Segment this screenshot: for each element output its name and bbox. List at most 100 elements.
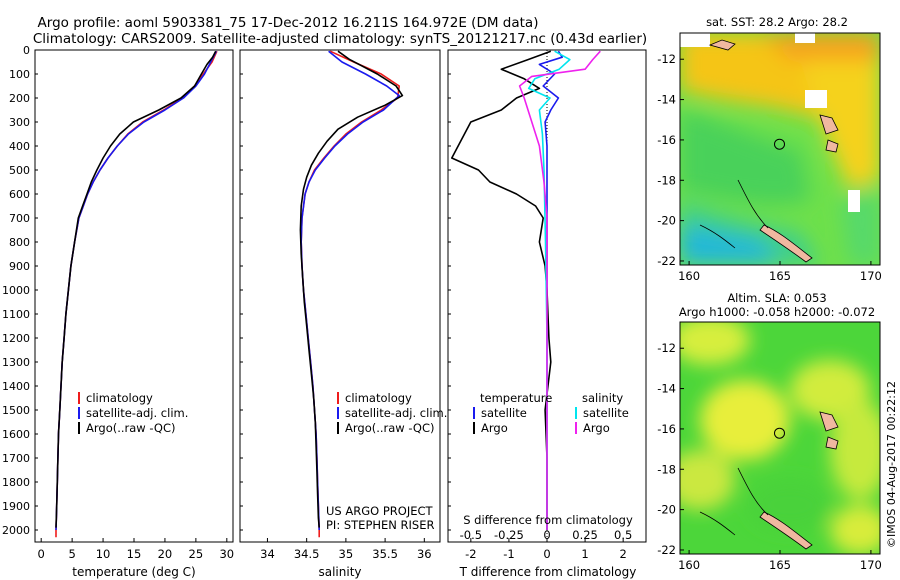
x-tick-label: 34.5	[294, 547, 320, 561]
salinity-legend: climatology satellite-adj. clim. Argo(..…	[337, 391, 447, 435]
depth-tick-label: 100	[9, 68, 30, 81]
sst-map-panel: sat. SST: 28.2 Argo: 28.2	[657, 15, 882, 283]
difference-series	[450, 50, 601, 530]
lon-tick-label: 165	[769, 269, 791, 283]
x-tick-label: 20	[158, 547, 173, 561]
depth-tick-label: 1500	[2, 404, 30, 417]
t-tick-label: 0	[543, 547, 550, 561]
depth-tick-label: 2000	[2, 524, 30, 537]
x-tick-label: 15	[127, 547, 142, 561]
lon-tick-label: 160	[678, 558, 700, 572]
legend-argo-label: Argo(..raw -QC)	[86, 421, 176, 435]
lat-tick-label: -18	[657, 462, 676, 476]
sla-map-panel: Altim. SLA: 0.053 Argo h1000: -0.058 h20…	[657, 291, 882, 572]
depth-tick-label: 1700	[2, 452, 30, 465]
legend-argo-label: Argo(..raw -QC)	[345, 421, 435, 435]
temperature-legend: climatology satellite-adj. clim. Argo(..…	[78, 391, 188, 435]
series-temperature-satellite	[538, 50, 564, 530]
lat-tick-label: -16	[657, 422, 676, 436]
lat-tick-label: -14	[657, 382, 676, 396]
x-tick-label: 35.5	[372, 547, 398, 561]
depth-tick-label: 300	[9, 116, 30, 129]
x-tick-label: 10	[96, 547, 111, 561]
sst-cloud-gap	[680, 33, 710, 47]
legend-s-argo-label: Argo	[583, 421, 610, 435]
lon-tick-label: 165	[769, 558, 791, 572]
series-argo-raw-qc-	[299, 50, 404, 528]
legend-climatology-label: climatology	[86, 391, 153, 405]
series-climatology	[300, 50, 401, 538]
depth-tick-label: 1800	[2, 476, 30, 489]
x-tick-label: 36	[417, 547, 432, 561]
legend-satellite-label: satellite-adj. clim.	[86, 406, 188, 420]
t-tick-label: 1	[581, 547, 588, 561]
legend-satellite-label: satellite-adj. clim.	[345, 406, 447, 420]
depth-tick-label: 900	[9, 260, 30, 273]
x-tick-label: 30	[219, 547, 234, 561]
lat-tick-label: -20	[657, 214, 676, 228]
sla-map-title: Altim. SLA: 0.053	[727, 291, 826, 305]
t-difference-label: T difference from climatology	[459, 565, 637, 579]
depth-tick-label: 700	[9, 212, 30, 225]
sla-map-subtitle: Argo h1000: -0.058 h2000: -0.072	[679, 305, 875, 319]
difference-x-axis: -2 -1 0 1 2 -0.5 -0.25 0 0.25 0.5	[460, 528, 633, 561]
salinity-series	[299, 50, 404, 538]
s-tick-label: 0	[543, 528, 550, 542]
lon-tick-label: 170	[860, 269, 882, 283]
depth-tick-label: 500	[9, 164, 30, 177]
pi-annotation: PI: STEPHEN RISER	[326, 518, 435, 532]
series-salinity-argo	[518, 50, 601, 530]
s-difference-label: S difference from climatology	[463, 513, 633, 527]
temperature-x-axis: 0 5 10 15 20 25 30	[38, 538, 234, 561]
series-climatology	[55, 50, 218, 538]
depth-tick-label: 0	[23, 44, 30, 57]
depth-axis: 0 100 200 300 400 500 600 700 800 900 1000 1100 1200…	[2, 44, 451, 537]
difference-panel: -2 -1 0 1 2 -0.5 -0.25 0 0.25 0.5 S difference fr…	[447, 49, 647, 579]
lat-tick-label: -22	[657, 254, 676, 268]
sst-map-axes: 160 165 170 -12 -14 -16 -18 -20 -22	[657, 52, 882, 283]
legend-t-argo-label: Argo	[481, 421, 508, 435]
imos-credit: ©IMOS 04-Aug-2017 00:22:12	[885, 381, 898, 548]
s-tick-label: 0.25	[572, 528, 598, 542]
depth-tick-label: 400	[9, 140, 30, 153]
figure-title-line1: Argo profile: aoml 5903381_75 17-Dec-201…	[38, 15, 539, 31]
sst-field	[680, 33, 880, 265]
series-argo-raw-qc-	[55, 50, 217, 528]
sla-map-axes: 160 165 170 -12 -14 -16 -18 -20 -22	[657, 341, 882, 572]
difference-legend: temperature satellite Argo salinity sate…	[473, 391, 629, 435]
series-salinity-satellite	[527, 50, 571, 530]
float-location-marker	[774, 138, 785, 150]
t-tick-label: -2	[465, 547, 476, 561]
lat-tick-label: -12	[657, 341, 676, 355]
depth-tick-label: 200	[9, 92, 30, 105]
lat-tick-label: -12	[657, 52, 676, 66]
s-tick-label: -0.5	[460, 528, 482, 542]
x-tick-label: 34	[260, 547, 275, 561]
series-satellite-adj-clim-	[55, 50, 218, 531]
salinity-axes	[239, 49, 441, 543]
x-tick-label: 35	[339, 547, 354, 561]
sst-cloud-gap	[848, 190, 860, 212]
lon-tick-label: 170	[860, 558, 882, 572]
s-tick-label: -0.25	[494, 528, 524, 542]
depth-tick-label: 1200	[2, 332, 30, 345]
series-temperature-argo	[450, 50, 552, 530]
sst-cloud-gap	[805, 90, 827, 108]
lat-tick-label: -20	[657, 503, 676, 517]
legend-t-satellite-label: satellite	[481, 406, 527, 420]
salinity-x-axis: 34 34.5 35 35.5 36	[260, 538, 432, 561]
lat-tick-label: -16	[657, 133, 676, 147]
sla-field	[680, 322, 880, 554]
salinity-panel: 34 34.5 35 35.5 36 salinity climatology sate…	[239, 49, 447, 579]
depth-tick-label: 1000	[2, 284, 30, 297]
temperature-series	[55, 50, 218, 538]
depth-tick-label: 1100	[2, 308, 30, 321]
s-tick-label: 0.5	[614, 528, 632, 542]
legend-salinity-title: salinity	[582, 391, 623, 405]
t-tick-label: 2	[619, 547, 626, 561]
depth-tick-label: 800	[9, 236, 30, 249]
temperature-xlabel: temperature (deg C)	[72, 565, 195, 579]
depth-tick-label: 1400	[2, 380, 30, 393]
depth-tick-label: 1600	[2, 428, 30, 441]
